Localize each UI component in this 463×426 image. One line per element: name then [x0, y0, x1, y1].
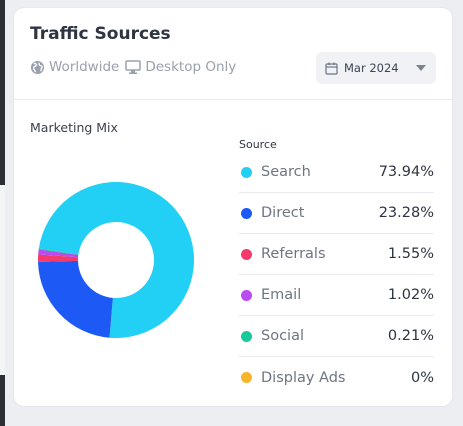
source-name: Display Ads [261, 369, 346, 386]
donut-slice-search [38, 181, 194, 338]
legend-color-dot [241, 166, 252, 178]
legend-header: Source [239, 138, 277, 151]
header-divider [14, 99, 452, 100]
source-percent: 23.28% [378, 205, 434, 221]
source-percent: 1.55% [387, 246, 434, 262]
calendar-icon [325, 62, 338, 75]
source-percent: 1.02% [387, 287, 434, 303]
source-legend: Search 73.94% Direct 23.28% Referrals 1.… [239, 152, 434, 398]
legend-row: Display Ads 0% [239, 357, 434, 398]
donut-slice-referrals [38, 254, 79, 262]
region-filter: Worldwide [30, 59, 119, 75]
device-filter: Desktop Only [125, 59, 236, 75]
region-label: Worldwide [49, 59, 120, 75]
source-name: Direct [261, 205, 305, 221]
section-label: Marketing Mix [30, 120, 118, 135]
legend-color-dot [241, 372, 252, 383]
globe-icon [30, 60, 45, 74]
donut-slice-email [38, 249, 79, 258]
device-label: Desktop Only [145, 59, 237, 75]
donut-slice-social [38, 248, 79, 255]
chevron-down-icon [416, 65, 426, 71]
monitor-icon [125, 59, 142, 74]
traffic-sources-card: Traffic Sources Worldwide Desktop Only [14, 8, 452, 406]
source-name: Referrals [261, 246, 326, 262]
legend-color-dot [241, 289, 252, 301]
legend-row: Search 73.94% [239, 152, 434, 193]
date-selector[interactable]: Mar 2024 [316, 52, 436, 84]
legend-row: Referrals 1.55% [239, 234, 434, 275]
card-title: Traffic Sources [30, 24, 171, 44]
source-percent: 0% [410, 369, 434, 386]
legend-row: Social 0.21% [239, 316, 434, 357]
filter-summary: Worldwide Desktop Only [30, 59, 242, 75]
source-name: Email [261, 287, 302, 303]
legend-color-dot [241, 207, 252, 219]
legend-row: Email 1.02% [239, 275, 434, 316]
donut-chart [38, 181, 194, 338]
date-value: Mar 2024 [344, 61, 399, 75]
source-name: Search [261, 164, 311, 180]
donut-slice-direct [38, 260, 113, 338]
left-edge-background [0, 0, 5, 426]
source-percent: 0.21% [387, 328, 434, 344]
legend-color-dot [241, 248, 252, 260]
legend-row: Direct 23.28% [239, 193, 434, 234]
source-name: Social [261, 328, 304, 344]
source-percent: 73.94% [378, 164, 434, 180]
legend-color-dot [241, 330, 252, 342]
